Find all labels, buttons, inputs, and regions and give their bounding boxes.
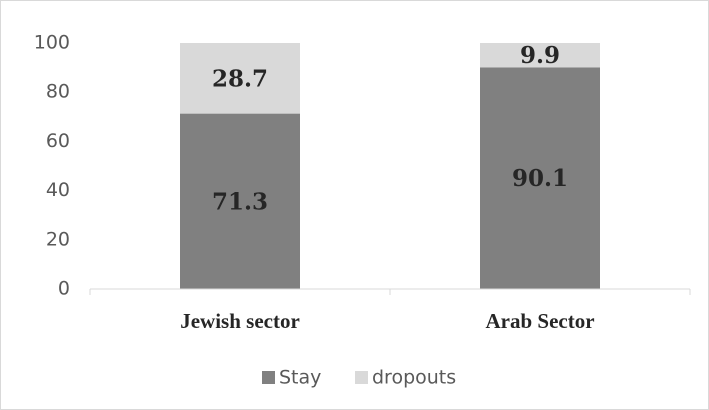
y-tick-label: 80 — [46, 81, 70, 103]
data-label: 71.3 — [212, 188, 268, 215]
bar-segment — [480, 43, 600, 68]
y-tick-label: 100 — [34, 32, 70, 54]
y-tick-label: 0 — [58, 278, 70, 300]
data-label: 28.7 — [212, 65, 268, 92]
y-tick-label: 20 — [46, 228, 70, 250]
data-label: 90.1 — [512, 165, 568, 192]
bar-segment — [180, 113, 300, 290]
legend-swatch — [355, 371, 368, 384]
x-tick-label: Jewish sector — [180, 309, 300, 333]
legend-label: dropouts — [372, 367, 456, 389]
data-label: 9.9 — [520, 42, 560, 69]
x-tick-label: Arab Sector — [485, 309, 594, 333]
bar-segment — [180, 43, 300, 114]
legend-label: Stay — [279, 367, 321, 389]
bar-segment — [480, 67, 600, 289]
y-tick-label: 40 — [46, 179, 70, 201]
legend-swatch — [262, 371, 275, 384]
y-tick-label: 60 — [46, 130, 70, 152]
